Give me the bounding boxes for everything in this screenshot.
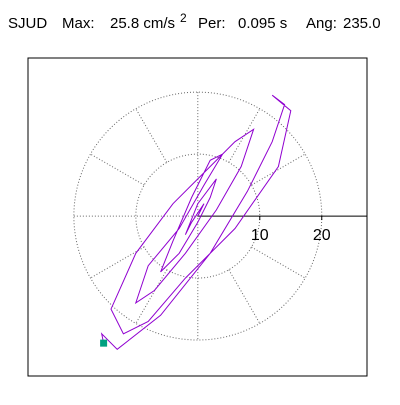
- grid-spoke: [251, 153, 306, 186]
- grid-spoke: [228, 269, 261, 324]
- angle-label: Ang:: [306, 15, 337, 32]
- grid-spoke: [251, 246, 306, 279]
- angle-value: 235.0: [343, 15, 381, 32]
- trace: [100, 94, 292, 350]
- max-label: Max:: [62, 15, 95, 32]
- x-tick-label: 20: [313, 227, 331, 244]
- period-value: 0.095 s: [238, 15, 287, 32]
- station: SJUD: [8, 15, 47, 32]
- plot-frame: [27, 57, 368, 377]
- chart-title: SJUD Max: 25.8 cm/s 2 Per: 0.095 s Ang: …: [8, 9, 381, 32]
- max-value: 25.8 cm/s: [110, 15, 175, 32]
- unit-exponent: 2: [180, 11, 187, 25]
- period-label: Per:: [198, 15, 226, 32]
- grid-spoke: [135, 269, 168, 324]
- grid-spoke: [135, 108, 168, 163]
- grid-spoke: [90, 246, 145, 279]
- start-marker: [100, 339, 108, 347]
- x-tick-label: 10: [251, 227, 269, 244]
- grid-spoke: [90, 153, 145, 186]
